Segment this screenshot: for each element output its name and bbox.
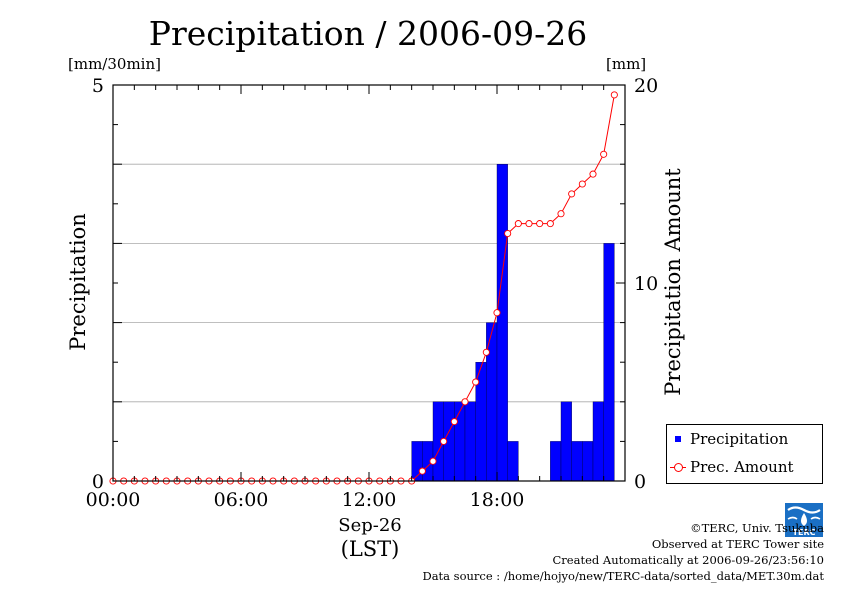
- prec-amount-point: [482, 348, 490, 356]
- prec-amount-point: [514, 220, 522, 228]
- prec-amount-point: [557, 210, 565, 218]
- precipitation-bar: [571, 441, 583, 482]
- prec-amount-point: [472, 378, 480, 386]
- precipitation-bar: [411, 441, 423, 482]
- x-axis-timezone-label: (LST): [340, 537, 400, 561]
- precipitation-bar: [550, 441, 562, 482]
- x-axis-tick-label: 12:00: [342, 489, 397, 511]
- prec-amount-point: [493, 309, 501, 317]
- right-axis-tick-label: 0: [634, 471, 646, 493]
- x-axis-tick-label: 00:00: [86, 489, 141, 511]
- legend-item-prec-amount: Prec. Amount: [667, 458, 822, 478]
- left-axis-tick-label: 5: [92, 75, 104, 97]
- prec-amount-point: [536, 220, 544, 228]
- created-text: Created Automatically at 2006-09-26/23:5…: [552, 553, 825, 567]
- prec-amount-point: [429, 457, 437, 465]
- legend-label-prec-amount: Prec. Amount: [690, 458, 794, 476]
- precipitation-bar: [464, 401, 476, 482]
- prec-amount-line: [113, 94, 615, 482]
- svg-text:TERC: TERC: [793, 528, 816, 537]
- credits: ©TERC, Univ. Tsukuba Observed at TERC To…: [422, 520, 824, 584]
- legend-item-precipitation: Precipitation: [667, 430, 822, 450]
- legend: Precipitation Prec. Amount: [666, 424, 823, 484]
- plot-frame: [112, 84, 626, 482]
- terc-logo: TERC: [785, 503, 823, 537]
- precipitation-bar: [603, 243, 615, 482]
- x-axis-tick-label: 18:00: [470, 489, 525, 511]
- source-text: Data source : /home/hojyo/new/TERC-data/…: [422, 569, 824, 583]
- x-axis-date-label: Sep-26: [338, 515, 402, 536]
- left-axis-tick-label: 0: [92, 471, 104, 493]
- prec-amount-point: [504, 229, 512, 238]
- circle-marker-icon: [674, 463, 683, 472]
- precipitation-bar: [496, 163, 508, 482]
- precipitation-bar: [454, 401, 466, 482]
- precipitation-bar: [560, 401, 572, 482]
- prec-amount-point: [568, 190, 576, 198]
- prec-amount-point: [610, 91, 618, 99]
- right-axis-tick-label: 20: [634, 75, 658, 97]
- observed-text: Observed at TERC Tower site: [651, 537, 824, 551]
- prec-amount-point: [546, 220, 554, 228]
- precipitation-bar: [582, 441, 594, 482]
- prec-amount-point: [600, 150, 608, 158]
- prec-amount-point: [589, 170, 597, 178]
- legend-label-precipitation: Precipitation: [690, 430, 789, 448]
- precipitation-bar: [507, 441, 519, 482]
- prec-amount-point: [440, 437, 448, 445]
- prec-amount-point: [578, 180, 586, 188]
- right-axis-tick-label: 10: [634, 273, 658, 295]
- bar-marker-icon: [675, 436, 681, 442]
- prec-amount-point: [418, 467, 426, 475]
- left-axis-unit: [mm/30min]: [68, 55, 161, 73]
- prec-amount-point: [525, 220, 533, 228]
- chart-title: Precipitation / 2006-09-26: [148, 14, 588, 53]
- x-axis-tick-label: 06:00: [214, 489, 269, 511]
- prec-amount-point: [461, 398, 469, 406]
- precipitation-bar: [592, 401, 604, 482]
- right-axis-unit: [mm]: [606, 55, 647, 73]
- copyright-text: ©TERC, Univ. Tsukuba: [690, 521, 824, 535]
- prec-amount-point: [450, 418, 458, 426]
